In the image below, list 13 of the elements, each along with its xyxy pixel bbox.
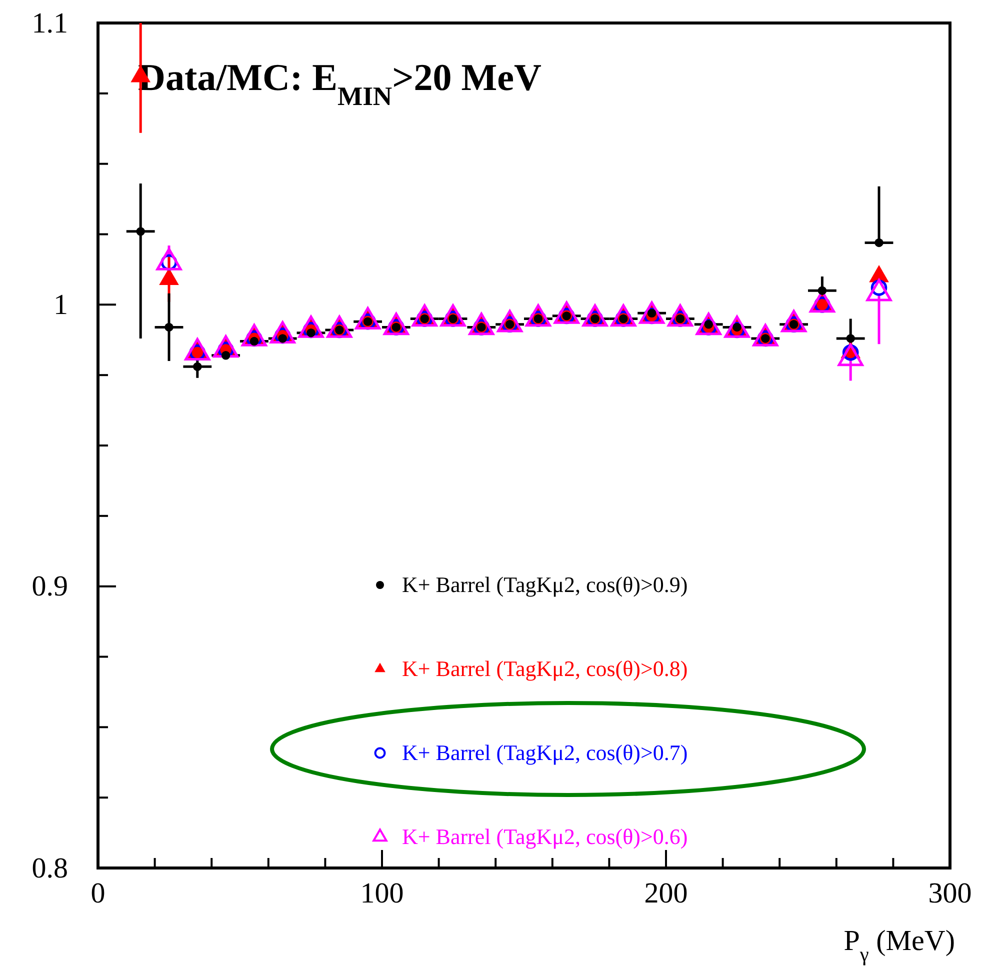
legend-label: K+ Barrel (TagKμ2, cos(θ)>0.7)	[402, 740, 688, 765]
y-tick-label: 1.1	[32, 7, 68, 40]
x-tick-label: 100	[360, 878, 404, 910]
x-tick-label: 0	[90, 878, 106, 910]
legend-label: K+ Barrel (TagKμ2, cos(θ)>0.6)	[402, 824, 688, 849]
legend-label: K+ Barrel (TagKμ2, cos(θ)>0.9)	[402, 572, 688, 597]
y-tick-label: 1	[54, 288, 68, 321]
y-tick-label: 0.9	[32, 570, 68, 603]
x-tick-label: 200	[644, 878, 688, 910]
legend-label: K+ Barrel (TagKμ2, cos(θ)>0.8)	[402, 656, 688, 681]
x-axis-title: P$_{γ}$ (MeV)	[844, 925, 955, 966]
x-tick-label: 300	[928, 878, 972, 910]
y-tick-label: 0.8	[32, 852, 68, 884]
